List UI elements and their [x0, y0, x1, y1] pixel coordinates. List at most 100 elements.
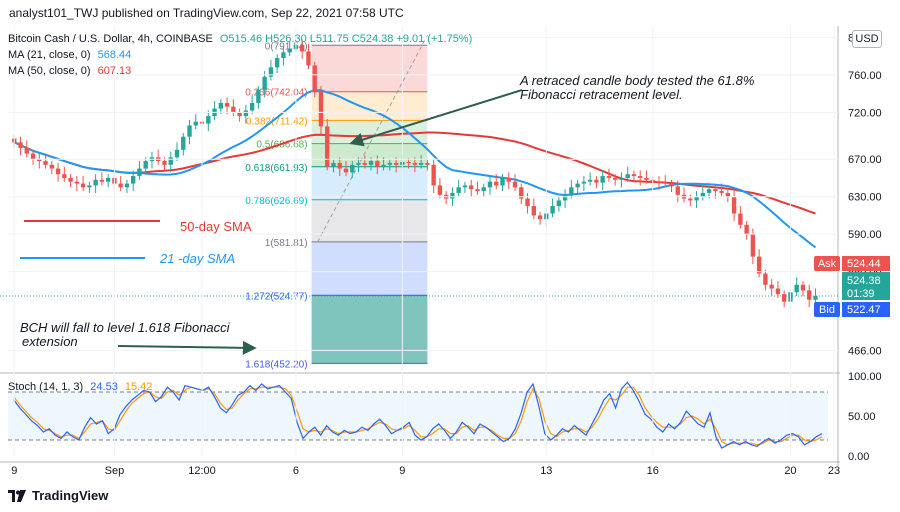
- candle-body: [731, 196, 737, 214]
- fib-zone: [311, 45, 428, 92]
- candle-body: [187, 125, 192, 137]
- candle-body: [99, 179, 105, 182]
- stoch-k-line: [13, 381, 823, 449]
- candle-body: [68, 177, 73, 182]
- candle-body: [750, 234, 756, 257]
- candle-body: [268, 67, 274, 77]
- fib-level-label: 0(791.54): [265, 41, 308, 52]
- sma50-key-label: 50-day SMA: [180, 219, 252, 234]
- tradingview-footer[interactable]: TradingView: [8, 488, 108, 503]
- candle-body: [206, 116, 211, 124]
- symbol-legend: Bitcoin Cash / U.S. Dollar, 4h, COINBASE…: [8, 33, 472, 45]
- fall-note-line2: extension: [22, 334, 78, 349]
- candle-body: [350, 164, 355, 173]
- candle-body: [262, 76, 267, 90]
- candle-body: [744, 224, 749, 235]
- candle-body: [550, 206, 555, 214]
- candle-body: [406, 162, 411, 164]
- candle-body: [55, 168, 61, 175]
- candle-body: [481, 187, 486, 192]
- candle-body: [237, 112, 242, 117]
- candle-body: [781, 294, 787, 302]
- moving-averages: [13, 89, 817, 249]
- time-tick-label: 9: [399, 465, 405, 477]
- price-tick-label: 760.00: [848, 70, 882, 82]
- candle-body: [512, 181, 518, 188]
- candle-body: [807, 290, 812, 300]
- stoch-d-value: 15.42: [124, 381, 153, 393]
- candle-body: [218, 102, 224, 109]
- chart-area[interactable]: 0(791.54) 0.236(742.04) 0.382(711.42) 0.5(6…: [0, 26, 900, 502]
- fib-zone: [311, 295, 428, 364]
- fib-zone: [311, 166, 428, 200]
- candle-body: [375, 161, 380, 167]
- currency-button[interactable]: USD: [852, 30, 882, 48]
- ma21-line: [13, 89, 817, 249]
- fibonacci-retracement: 0(791.54) 0.236(742.04) 0.382(711.42) 0.5(6…: [245, 35, 428, 370]
- candle-body: [274, 57, 280, 68]
- price-gridlines: [0, 26, 840, 466]
- candle-body: [475, 189, 480, 192]
- time-axis: 9 Sep 12:00 6 9 13 16 20 23: [0, 26, 840, 477]
- candle-body: [193, 121, 198, 126]
- candle-body: [300, 44, 305, 52]
- candle-body: [105, 177, 111, 182]
- candle-body: [462, 185, 468, 188]
- retraced-note-line2: Fibonacci retracement level.: [520, 87, 683, 102]
- tradingview-logo-icon: [8, 489, 26, 502]
- fib-level-label: 0.382(711.42): [246, 116, 308, 127]
- candle-body: [606, 176, 612, 178]
- candle-body: [813, 296, 818, 300]
- bid-tag-bg: [842, 302, 890, 317]
- candle-body: [168, 157, 173, 165]
- stoch-tick-label: 50.00: [848, 411, 876, 423]
- candle-body: [587, 179, 593, 182]
- candle-body: [556, 200, 562, 207]
- bar-countdown: 01:39: [847, 288, 875, 300]
- ask-tag-label-bg: [814, 256, 840, 271]
- stoch-legend: Stoch (14, 1, 3) 24.53 15.42: [8, 381, 152, 393]
- candle-body: [450, 192, 455, 199]
- candle-body: [431, 164, 436, 186]
- last-price: 524.38: [847, 275, 881, 287]
- ma21-legend: MA (21, close, 0) 568.44: [8, 49, 131, 61]
- candle-body: [256, 89, 261, 103]
- fib-zone: [311, 143, 428, 167]
- candle-body: [581, 181, 587, 184]
- fib-trend-line: [317, 35, 428, 243]
- candle-body: [249, 102, 255, 111]
- candle-body: [143, 161, 148, 169]
- bid-tag-label-bg: [814, 302, 840, 317]
- candle-body: [719, 191, 724, 193]
- ohlc-values: O515.46 H526.30 L511.75 C524.38 +9.01 (+…: [219, 33, 473, 45]
- candle-body: [656, 181, 662, 183]
- candle-body: [569, 187, 574, 195]
- candle-body: [418, 162, 424, 165]
- annotations: A retraced candle body tested the 61.8%F…: [20, 73, 754, 355]
- candle-body: [318, 91, 324, 127]
- candle-body: [437, 185, 443, 195]
- ask-price: 524.44: [847, 258, 881, 270]
- candle-body: [343, 168, 349, 173]
- stochastic-panel: 100.00 50.00 0.00: [8, 371, 882, 463]
- candle-body: [500, 177, 505, 186]
- last-tag-bg: [842, 272, 890, 300]
- ask-tag-label: Ask: [818, 258, 837, 270]
- candle-body: [537, 215, 543, 220]
- time-tick-label: 9: [11, 465, 17, 477]
- candle-body: [24, 147, 29, 154]
- time-tick-label: Sep: [105, 465, 125, 477]
- candle-body: [412, 162, 418, 165]
- candle-body: [725, 192, 731, 197]
- candle-body: [456, 187, 461, 193]
- chart-canvas[interactable]: 0(791.54) 0.236(742.04) 0.382(711.42) 0.5(6…: [0, 26, 900, 502]
- price-tick-label: 670.00: [848, 154, 882, 166]
- candle-body: [562, 194, 568, 201]
- candle-body: [688, 198, 693, 201]
- candle-body: [669, 183, 674, 187]
- time-tick-label: 12:00: [188, 465, 216, 477]
- ma50-legend: MA (50, close, 0) 607.13: [8, 65, 131, 77]
- candle-body: [756, 256, 762, 274]
- candle-body: [625, 174, 630, 178]
